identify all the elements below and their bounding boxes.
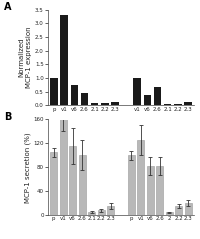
Bar [175, 206, 182, 215]
Bar [50, 78, 58, 105]
Bar [185, 203, 192, 215]
Bar [133, 78, 141, 105]
Text: B: B [4, 112, 12, 122]
Bar [69, 146, 76, 215]
Bar [107, 206, 114, 215]
Text: 48 h: 48 h [155, 141, 170, 147]
Bar [88, 212, 95, 215]
Bar [81, 93, 88, 105]
Bar [156, 166, 163, 215]
Text: A: A [4, 2, 12, 12]
Bar [128, 155, 135, 215]
Bar [111, 102, 119, 105]
Bar [184, 102, 192, 105]
Bar [164, 104, 171, 105]
Bar [154, 87, 161, 105]
Bar [137, 141, 144, 215]
Y-axis label: Normalized
MCP-1 expression: Normalized MCP-1 expression [19, 27, 32, 88]
Bar [79, 155, 86, 215]
Bar [166, 212, 173, 215]
Bar [98, 210, 105, 215]
Bar [60, 15, 68, 105]
Bar [147, 166, 154, 215]
Bar [50, 152, 57, 215]
Bar [71, 86, 78, 105]
Y-axis label: MCP-1 secretion (%): MCP-1 secretion (%) [24, 132, 31, 203]
Text: 24 h: 24 h [77, 141, 92, 147]
Bar [91, 103, 98, 105]
Bar [60, 120, 67, 215]
Bar [174, 104, 182, 105]
Bar [144, 95, 151, 105]
Bar [101, 103, 109, 105]
